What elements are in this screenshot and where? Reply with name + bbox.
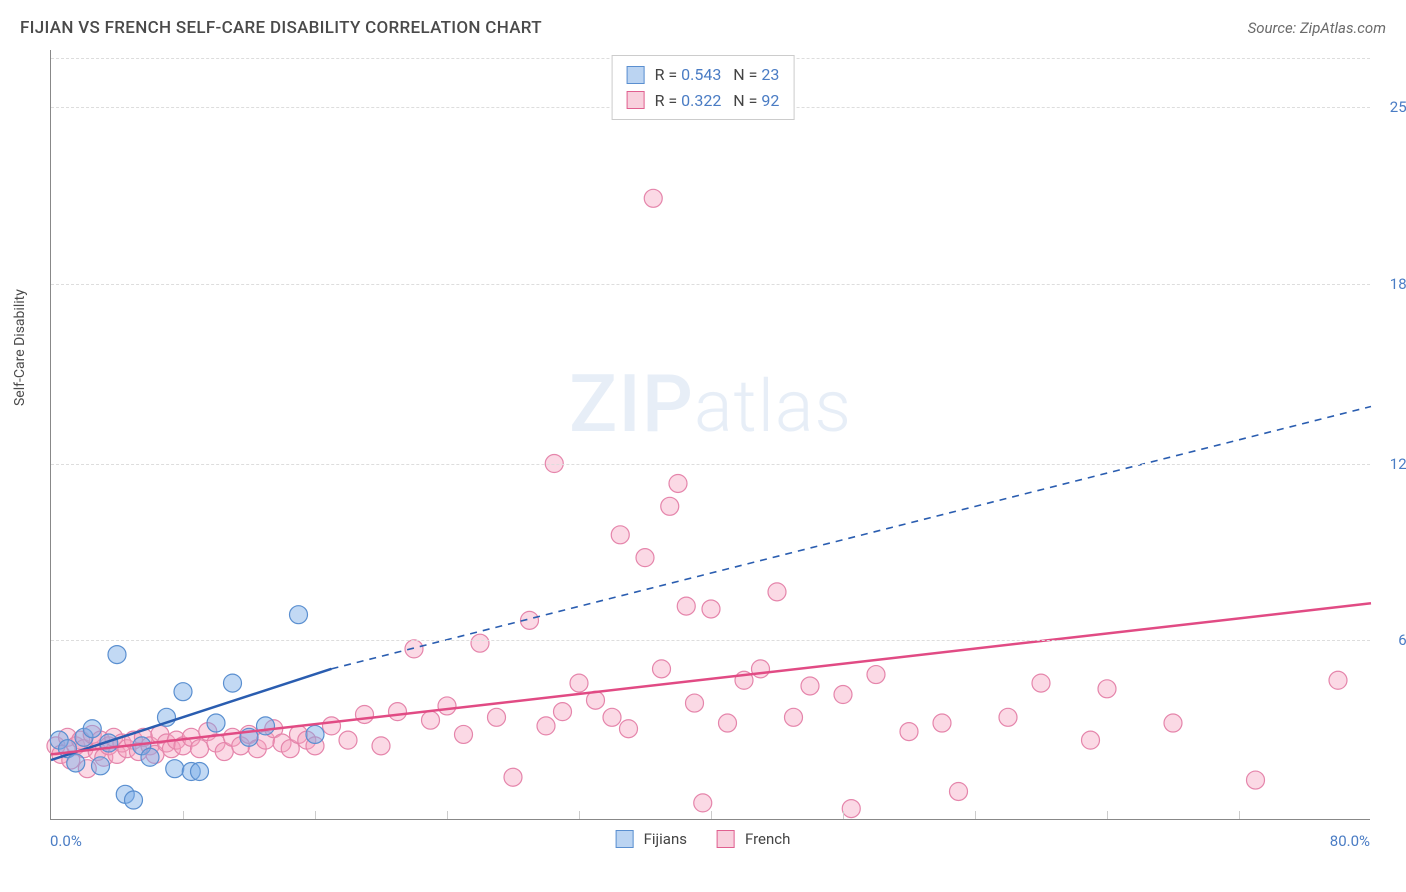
x-axis-min-label: 0.0% [50, 832, 82, 850]
legend-label: French [745, 830, 790, 848]
x-axis-max-label: 80.0% [1330, 832, 1370, 850]
stats-legend: R = 0.543 N = 23 R = 0.322 N = 92 [612, 55, 795, 120]
chart-title: FIJIAN VS FRENCH SELF-CARE DISABILITY CO… [20, 18, 542, 38]
y-tick-label: 25.0% [1375, 98, 1406, 116]
legend-item-french: French [717, 830, 790, 848]
stats-row-fijians: R = 0.543 N = 23 [627, 62, 780, 88]
swatch-icon [717, 830, 735, 848]
plot-area: ZIPatlas 6.3%12.5%18.8%25.0% [50, 50, 1370, 820]
stats-row-french: R = 0.322 N = 92 [627, 88, 780, 114]
source-label: Source: ZipAtlas.com [1248, 19, 1386, 37]
legend-label: Fijians [644, 830, 687, 848]
y-tick-label: 6.3% [1375, 631, 1406, 649]
swatch-icon [616, 830, 634, 848]
plot-svg [51, 50, 1370, 819]
y-tick-label: 12.5% [1375, 455, 1406, 473]
legend-bottom: Fijians French [616, 830, 791, 848]
y-axis-label: Self-Care Disability [12, 289, 28, 406]
y-tick-label: 18.8% [1375, 275, 1406, 293]
swatch-icon [627, 91, 645, 109]
swatch-icon [627, 66, 645, 84]
legend-item-fijians: Fijians [616, 830, 687, 848]
